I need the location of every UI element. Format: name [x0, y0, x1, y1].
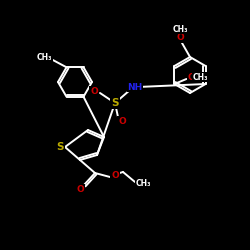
Text: S: S	[111, 98, 119, 108]
Text: S: S	[56, 142, 64, 152]
Text: NH: NH	[128, 82, 142, 92]
Text: O: O	[111, 170, 119, 179]
Text: O: O	[90, 86, 98, 96]
Text: CH₃: CH₃	[193, 72, 208, 82]
Text: O: O	[176, 34, 184, 42]
Text: O: O	[76, 184, 84, 194]
Text: O: O	[118, 116, 126, 126]
Text: CH₃: CH₃	[37, 53, 52, 62]
Text: CH₃: CH₃	[172, 24, 188, 34]
Text: CH₃: CH₃	[135, 180, 151, 188]
Text: O: O	[188, 72, 195, 82]
